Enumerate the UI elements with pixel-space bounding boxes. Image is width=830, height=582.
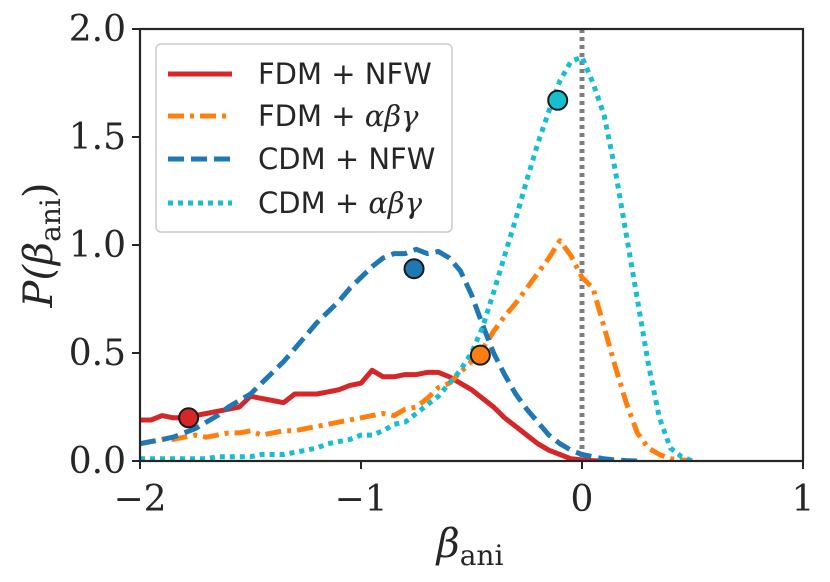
y-axis: 0.0 0.5 1.0 1.5 2.0 <box>69 9 140 482</box>
legend-entries: FDM + NFW FDM + αβγ CDM + NFW CDM + αβγ <box>168 57 435 220</box>
marker-cdm-nfw <box>403 258 425 280</box>
x-axis: −2 −1 0 1 <box>113 461 814 520</box>
legend-label-text: FDM + NFW <box>258 57 432 91</box>
y-axis-label: P(βani) <box>16 183 67 309</box>
marker-layer <box>178 89 569 429</box>
y-tick-label: 2.0 <box>69 9 126 50</box>
y-axis-label-close: ) <box>16 183 62 199</box>
legend-box <box>155 43 453 233</box>
x-tick-label: 1 <box>792 479 815 520</box>
x-axis-label: βani <box>435 521 504 572</box>
legend: FDM + NFW FDM + αβγ CDM + NFW CDM + αβγ <box>155 43 453 233</box>
legend-label-text: FDM + <box>258 99 365 133</box>
legend-label-text: CDM + <box>258 186 368 220</box>
marker-fdm-abg <box>469 344 491 366</box>
legend-label-fdm-nfw: FDM + NFW <box>258 57 432 91</box>
legend-label-math: αβγ <box>365 99 419 133</box>
x-tick-label: −2 <box>113 479 166 520</box>
marker-cdm-abg <box>547 89 569 111</box>
series-line-cdm-abg <box>140 54 694 461</box>
y-axis-label-main: P(β <box>16 242 62 309</box>
legend-label-fdm-abg: FDM + αβγ <box>258 99 419 133</box>
series-line-fdm-nfw <box>140 367 605 461</box>
series-line-fdm-abg <box>140 238 693 461</box>
y-axis-label-sub: ani <box>34 198 67 242</box>
x-axis-label-sub: ani <box>460 539 504 572</box>
marker-fdm-nfw <box>178 407 200 429</box>
y-tick-label: 0.0 <box>69 441 126 482</box>
x-tick-label: 0 <box>571 479 594 520</box>
legend-label-cdm-abg: CDM + αβγ <box>258 186 423 220</box>
y-tick-label: 0.5 <box>69 333 126 374</box>
x-tick-label: −1 <box>334 479 387 520</box>
legend-label-text: CDM + NFW <box>258 142 435 176</box>
series-layer <box>140 54 694 461</box>
legend-label-cdm-nfw: CDM + NFW <box>258 142 435 176</box>
x-axis-label-main: β <box>435 521 460 567</box>
y-tick-label: 1.0 <box>69 225 126 266</box>
y-tick-label: 1.5 <box>69 117 126 158</box>
legend-label-math: αβγ <box>368 186 422 220</box>
